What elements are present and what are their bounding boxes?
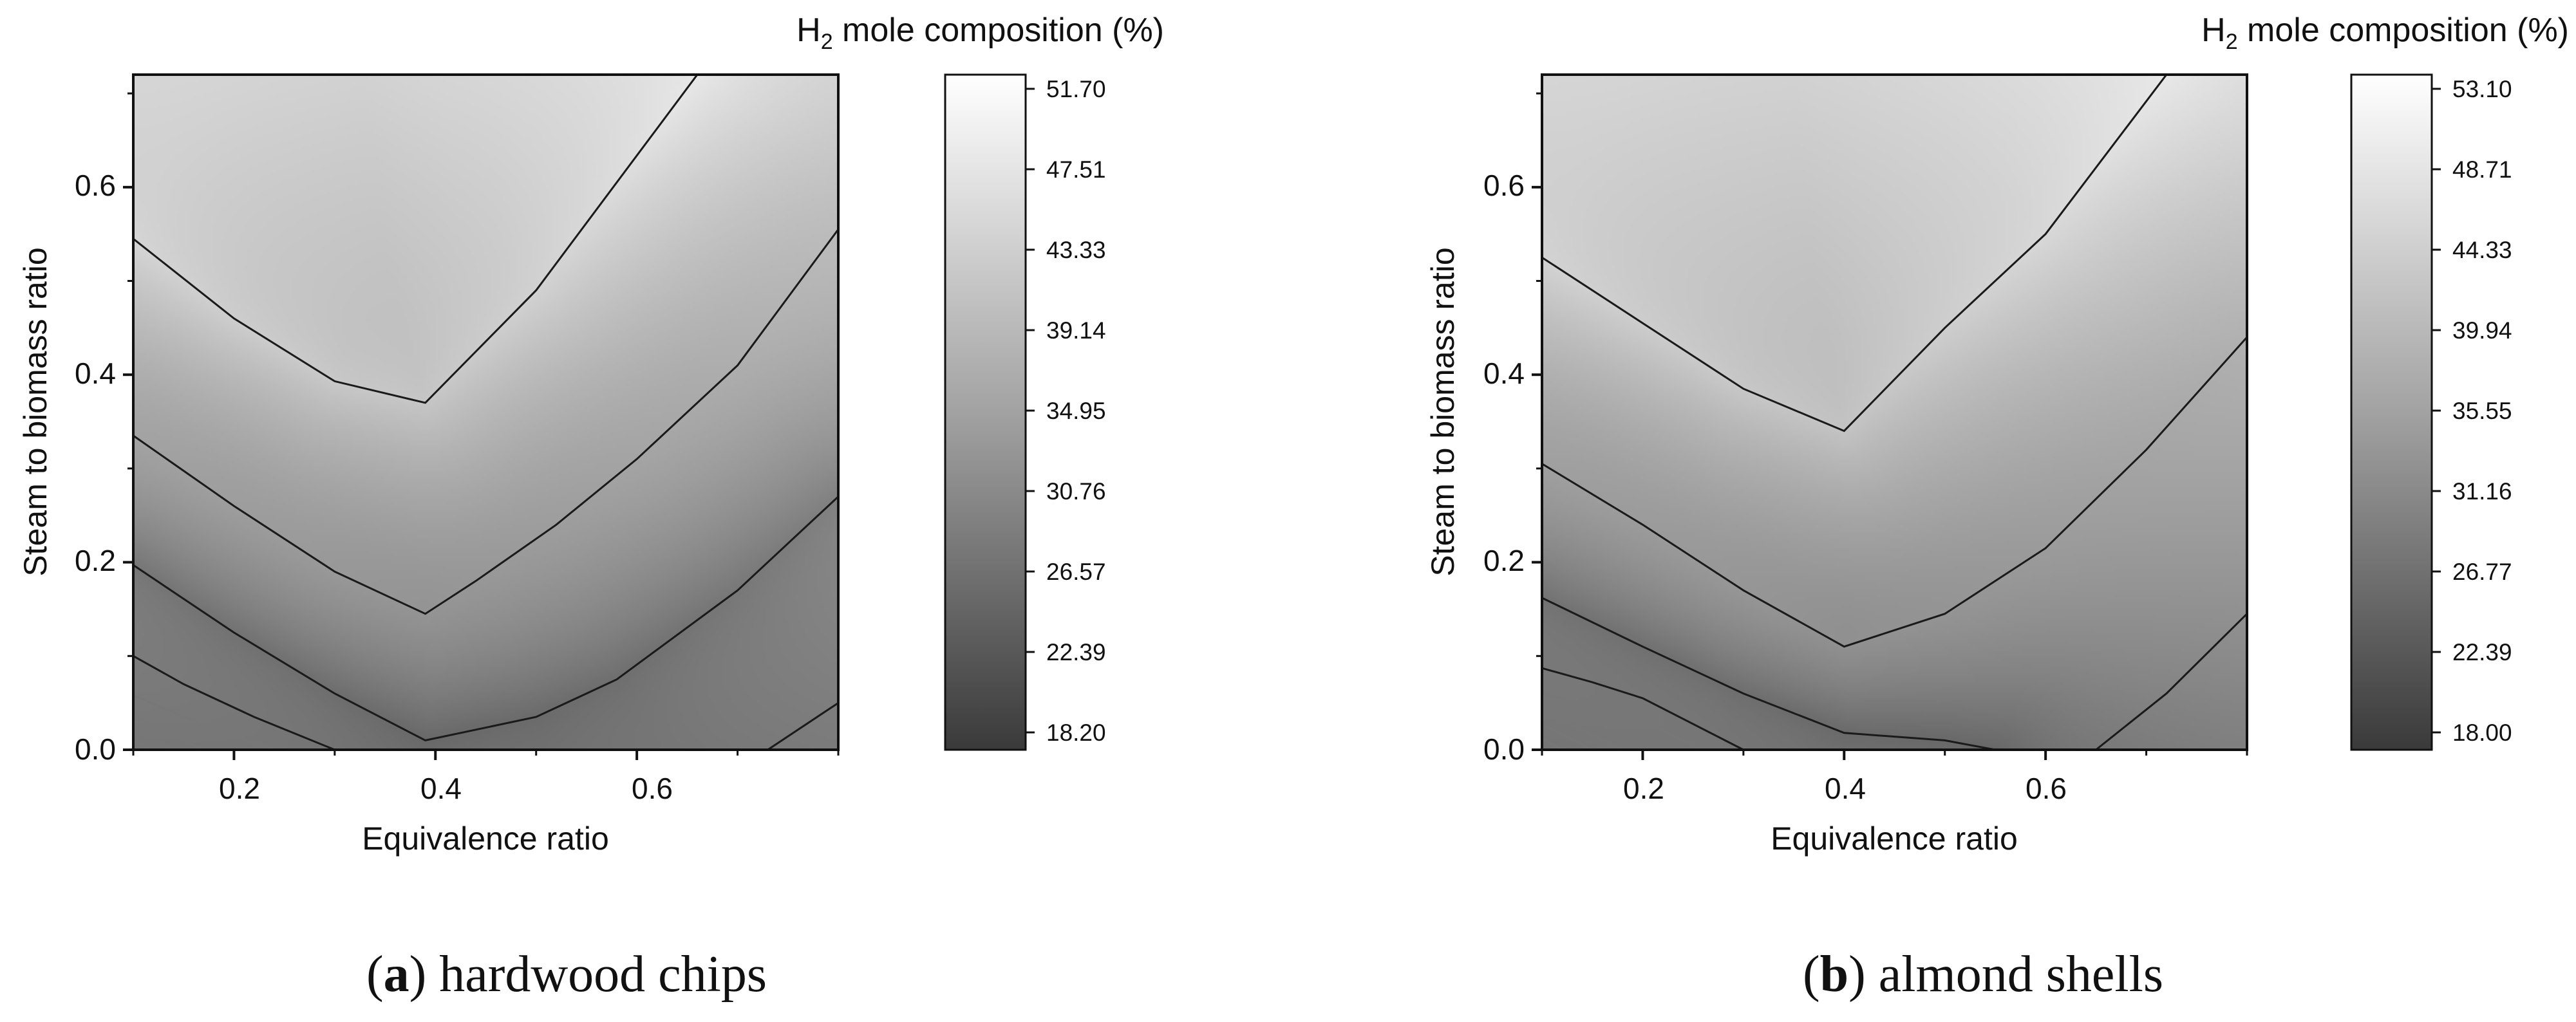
contour-line-b-3 (1541, 667, 1744, 751)
colorbar-title-a-sub: 2 (821, 30, 833, 54)
colorbar-tick-b-2: 44.33 (2452, 237, 2512, 263)
colorbar-title-b: H2 mole composition (%) (2201, 12, 2569, 54)
contour-line-a-2 (133, 496, 840, 741)
x-axis-label-a: Equivalence ratio (362, 821, 609, 857)
y-tick-label-a-3: 0.6 (75, 169, 116, 202)
colorbar-tick-a-7: 22.39 (1046, 639, 1106, 665)
colorbar-b: 53.10 48.71 44.33 39.94 35.55 31.16 26.7… (2350, 73, 2512, 751)
x-ticks-b (1541, 750, 2248, 760)
x-tick-label-a-1: 0.4 (420, 772, 462, 805)
x-axis-label-b: Equivalence ratio (1771, 821, 2018, 857)
colorbar-tick-a-2: 43.33 (1046, 237, 1106, 263)
colorbar-tick-a-5: 30.76 (1046, 478, 1106, 505)
x-tick-label-b-1: 0.4 (1825, 772, 1866, 805)
plot-area-b (1541, 73, 2248, 751)
colorbar-title-b-sub: 2 (2226, 30, 2238, 54)
contour-line-b-6 (1541, 723, 1593, 751)
colorbar-title-a-h: H (796, 12, 821, 49)
colorbar-tick-a-3: 39.14 (1046, 317, 1106, 344)
panel-b: 0.2 0.4 0.6 0.0 0.2 0.4 0.6 Equivalence … (1425, 12, 2569, 1003)
contour-line-b-7 (1541, 738, 1563, 751)
caption-a: (a) hardwood chips (366, 946, 767, 1003)
colorbar-title-a-rest: mole composition (%) (833, 12, 1164, 49)
contour-line-a-5 (133, 715, 205, 751)
colorbar-tick-b-0: 53.10 (2452, 76, 2512, 102)
colorbar-tick-b-8: 18.00 (2452, 720, 2512, 746)
y-ticks-a (123, 92, 133, 751)
contour-lines-a (133, 74, 840, 751)
colorbar-gradient-a (944, 73, 1027, 751)
contour-line-a-7 (133, 739, 154, 751)
caption-b-name: almond shells (1879, 946, 2163, 1003)
colorbar-gradient-b (2350, 73, 2433, 751)
caption-a-label: a (384, 946, 409, 1003)
colorbar-ticks-b (2432, 88, 2441, 734)
contour-line-b-0 (1541, 74, 2168, 432)
x-tick-label-a-0: 0.2 (219, 772, 260, 805)
caption-b-label: b (1820, 946, 1849, 1003)
contour-line-a-1 (133, 228, 840, 615)
x-ticks-a (132, 750, 840, 760)
colorbar-ticks-a (1026, 88, 1035, 734)
colorbar-tick-b-6: 26.77 (2452, 559, 2512, 585)
y-tick-label-a-2: 0.4 (75, 357, 116, 390)
colorbar-tick-a-1: 47.51 (1046, 156, 1106, 183)
x-tick-label-b-2: 0.6 (2026, 772, 2067, 805)
colorbar-tick-a-6: 26.57 (1046, 559, 1106, 585)
contour-line-a-6 (133, 728, 174, 751)
plot-frame-a (132, 73, 840, 751)
contour-lines-b (1541, 74, 2248, 751)
plot-frame-b (1541, 73, 2248, 751)
contour-line-b-1 (1541, 336, 2248, 648)
colorbar-tick-a-0: 51.70 (1046, 76, 1106, 102)
y-tick-label-a-1: 0.2 (75, 544, 116, 577)
contour-line-a-0 (133, 74, 699, 404)
caption-a-name: hardwood chips (439, 946, 767, 1003)
x-tick-label-b-0: 0.2 (1623, 772, 1664, 805)
colorbar-a: 51.70 47.51 43.33 39.14 34.95 30.76 26.5… (944, 73, 1106, 751)
contour-fill-a (133, 75, 838, 750)
colorbar-tick-a-8: 18.20 (1046, 720, 1106, 746)
contour-line-a-8 (767, 701, 839, 751)
contour-line-b-2 (1541, 597, 1996, 751)
plot-area-a (132, 73, 840, 751)
colorbar-tick-a-4: 34.95 (1046, 398, 1106, 424)
colorbar-title-b-h: H (2201, 12, 2226, 49)
colorbar-tick-b-1: 48.71 (2452, 156, 2512, 183)
colorbar-tick-b-3: 39.94 (2452, 317, 2512, 344)
contour-line-b-8 (2095, 613, 2248, 751)
y-tick-label-b-2: 0.4 (1483, 357, 1525, 390)
contour-line-a-3 (133, 655, 335, 751)
contour-fill-b (1542, 75, 2247, 750)
caption-b: (b) almond shells (1803, 946, 2163, 1003)
y-tick-label-a-0: 0.0 (75, 732, 116, 766)
y-axis-label-b: Steam to biomass ratio (1425, 247, 1461, 576)
y-tick-label-b-3: 0.6 (1483, 169, 1525, 202)
y-ticks-b (1532, 92, 1542, 751)
colorbar-tick-b-5: 31.16 (2452, 478, 2512, 505)
panel-a: 0.2 0.4 0.6 0.0 0.2 0.4 0.6 Equivalence … (17, 12, 1164, 1003)
colorbar-tick-b-4: 35.55 (2452, 398, 2512, 424)
x-tick-label-a-2: 0.6 (632, 772, 673, 805)
contour-line-b-5 (1541, 709, 1623, 751)
y-tick-label-b-1: 0.2 (1483, 544, 1525, 577)
contour-line-b-4 (1541, 692, 1704, 751)
contour-line-a-4 (133, 694, 280, 751)
colorbar-title-b-rest: mole composition (%) (2238, 12, 2569, 49)
colorbar-tick-b-7: 22.39 (2452, 639, 2512, 665)
y-tick-label-b-0: 0.0 (1483, 732, 1525, 766)
colorbar-title-a: H2 mole composition (%) (796, 12, 1164, 54)
y-axis-label-a: Steam to biomass ratio (17, 247, 53, 576)
